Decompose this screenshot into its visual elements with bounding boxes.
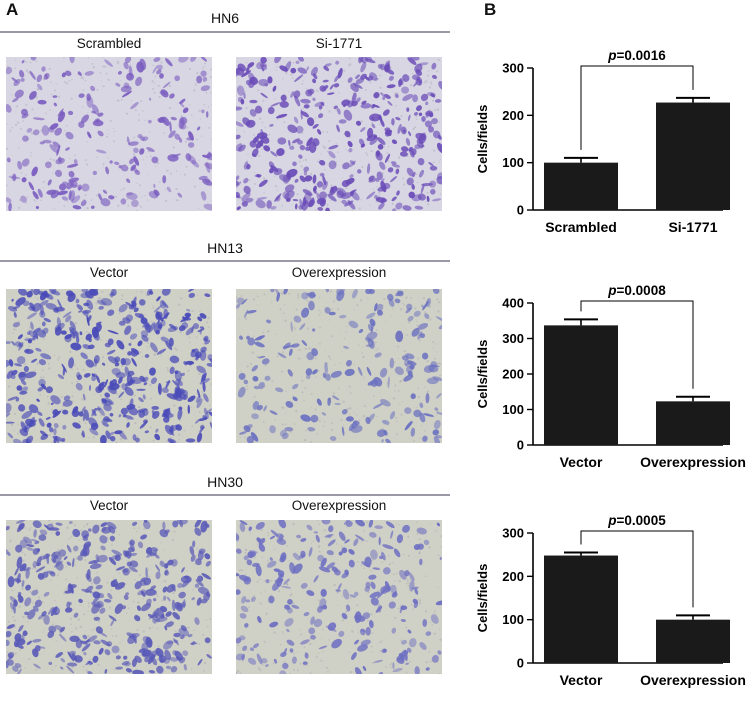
y-axis-label: Cells/fields [475, 564, 490, 633]
y-axis-label: Cells/fields [475, 105, 490, 174]
category-label-vector: Vector [560, 454, 603, 470]
y-tick-label: 200 [502, 569, 524, 584]
significance-bracket [580, 530, 694, 608]
y-tick-label: 100 [502, 155, 524, 170]
bar-overexpression [656, 401, 730, 445]
micrograph-hn30-vector [6, 520, 212, 674]
y-tick-label: 100 [502, 612, 524, 627]
y-tick-label: 200 [502, 367, 524, 382]
image-label-scrambled: Scrambled [76, 36, 142, 51]
category-label-si-1771: Si-1771 [668, 219, 717, 235]
panel-a-label: A [6, 0, 19, 19]
micrograph-hn13-vector [6, 289, 212, 443]
image-label-overexpression: Overexpression [291, 265, 387, 280]
micrograph-hn6-si-1771 [236, 57, 442, 211]
significance-bracket [580, 65, 694, 150]
micrograph-hn6-scrambled [6, 57, 212, 211]
row-title-hn13: HN13 [207, 240, 243, 256]
y-tick-label: 200 [502, 108, 524, 123]
row-divider [0, 31, 450, 33]
y-tick-label: 0 [517, 203, 524, 218]
image-label-vector: Vector [89, 265, 129, 280]
row-title-hn6: HN6 [210, 10, 239, 26]
image-label-vector: Vector [89, 498, 129, 513]
bar-overexpression [656, 619, 730, 663]
bar-vector [544, 555, 618, 663]
p-value-label: p=0.0008 [607, 283, 666, 298]
panel-b-label: B [484, 0, 497, 19]
y-tick-label: 300 [502, 331, 524, 346]
row-divider [0, 260, 450, 262]
bar-chart-hn13: Cells/fields 0 100 200 300 400 Vector Overexpre… [475, 283, 746, 470]
bar-scrambled [544, 162, 618, 210]
bar-chart-hn30: Cells/fields 0 100 200 300 Vector Overexpressi… [475, 513, 746, 688]
y-tick-label: 0 [517, 438, 524, 453]
y-tick-label: 300 [502, 61, 524, 76]
category-label-vector: Vector [560, 672, 603, 688]
bar-si-1771 [656, 102, 730, 210]
row-divider [0, 494, 450, 496]
category-label-scrambled: Scrambled [545, 219, 617, 235]
y-axis-label: Cells/fields [475, 340, 490, 409]
y-tick-label: 400 [502, 296, 524, 311]
y-tick-label: 0 [517, 656, 524, 671]
image-label-si-1771: Si-1771 [315, 36, 363, 51]
row-title-hn30: HN30 [207, 474, 243, 490]
significance-bracket [580, 300, 694, 389]
p-value-label: p=0.0016 [607, 48, 666, 63]
micrograph-hn13-overexpression [236, 289, 442, 443]
micrograph-hn30-overexpression [236, 520, 442, 674]
bar-chart-hn6: Cells/fields 0 100 200 300 Scrambled Si-1771 p=… [475, 48, 730, 235]
y-tick-label: 100 [502, 402, 524, 417]
bar-vector [544, 325, 618, 445]
p-value-label: p=0.0005 [607, 513, 666, 528]
y-tick-label: 300 [502, 526, 524, 541]
category-label-overexpression: Overexpression [640, 672, 746, 688]
category-label-overexpression: Overexpression [640, 454, 746, 470]
image-label-overexpression: Overexpression [291, 498, 387, 513]
